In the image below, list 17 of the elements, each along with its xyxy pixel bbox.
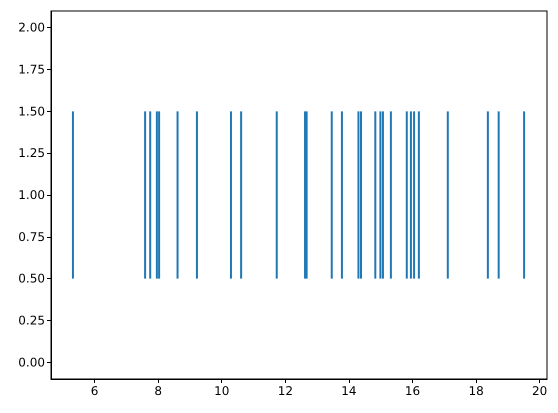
y-tick-label: 0.50 bbox=[18, 272, 45, 286]
y-tick-label: 1.75 bbox=[18, 62, 45, 77]
y-tick-label: 1.25 bbox=[18, 146, 45, 160]
x-tick-label: 10 bbox=[214, 384, 230, 398]
y-tick-label: 2.00 bbox=[18, 20, 45, 35]
x-tick-label: 16 bbox=[404, 384, 420, 398]
x-tick-label: 12 bbox=[278, 384, 293, 398]
y-tick-label: 0.25 bbox=[18, 313, 45, 328]
x-tick-label: 20 bbox=[532, 384, 548, 398]
x-tick-label: 14 bbox=[341, 384, 357, 398]
x-tick-label: 8 bbox=[154, 384, 162, 398]
y-tick-label: 1.50 bbox=[18, 104, 45, 118]
y-tick-label: 0.75 bbox=[18, 230, 45, 244]
x-tick-label: 18 bbox=[468, 384, 484, 398]
x-tick-label: 6 bbox=[90, 384, 98, 398]
y-tick-label: 1.00 bbox=[18, 188, 45, 202]
y-tick-label: 0.00 bbox=[18, 355, 45, 370]
